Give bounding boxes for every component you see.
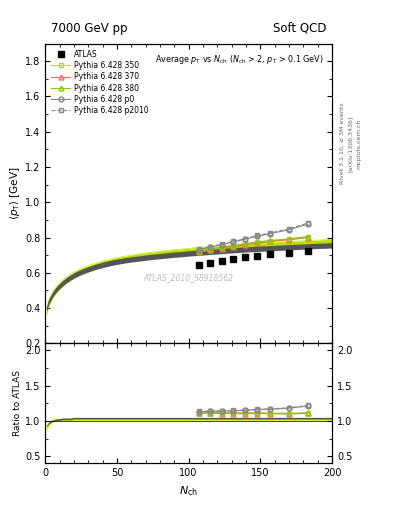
Pythia 6.428 350: [219, 245, 224, 251]
Pythia 6.428 p2010: [231, 239, 235, 245]
Pythia 6.428 370: [305, 234, 310, 241]
Pythia 6.428 350: [231, 243, 235, 249]
ATLAS: [287, 249, 292, 255]
Pythia 6.428 p0: [242, 236, 247, 242]
Pythia 6.428 p2010: [196, 246, 201, 252]
Text: Soft QCD: Soft QCD: [273, 22, 326, 34]
Pythia 6.428 350: [242, 241, 247, 247]
Pythia 6.428 p2010: [255, 232, 260, 239]
Pythia 6.428 p0: [219, 242, 224, 248]
Line: ATLAS: ATLAS: [196, 248, 311, 268]
Legend: ATLAS, Pythia 6.428 350, Pythia 6.428 370, Pythia 6.428 380, Pythia 6.428 p0, Py: ATLAS, Pythia 6.428 350, Pythia 6.428 37…: [49, 47, 151, 117]
ATLAS: [242, 254, 247, 261]
Pythia 6.428 350: [196, 249, 201, 255]
Pythia 6.428 370: [219, 245, 224, 251]
ATLAS: [208, 260, 213, 266]
Pythia 6.428 370: [287, 237, 292, 243]
Pythia 6.428 350: [255, 239, 260, 245]
Pythia 6.428 p0: [255, 233, 260, 239]
Line: Pythia 6.428 p0: Pythia 6.428 p0: [196, 222, 310, 252]
Line: Pythia 6.428 380: Pythia 6.428 380: [196, 234, 310, 254]
Text: [arXiv:1306.3436]: [arXiv:1306.3436]: [348, 115, 353, 172]
ATLAS: [219, 258, 224, 264]
Pythia 6.428 380: [255, 239, 260, 245]
Pythia 6.428 380: [208, 246, 213, 252]
Pythia 6.428 370: [208, 247, 213, 253]
X-axis label: $N_\mathrm{ch}$: $N_\mathrm{ch}$: [179, 484, 198, 498]
Line: Pythia 6.428 350: Pythia 6.428 350: [196, 235, 310, 254]
Text: ATLAS_2010_S8918562: ATLAS_2010_S8918562: [143, 273, 234, 282]
Text: Average $p_\mathrm{T}$ vs $N_\mathrm{ch}$ ($N_\mathrm{ch}$ > 2, $p_\mathrm{T}$ >: Average $p_\mathrm{T}$ vs $N_\mathrm{ch}…: [155, 53, 323, 66]
Pythia 6.428 380: [231, 242, 235, 248]
ATLAS: [268, 251, 273, 258]
Pythia 6.428 p2010: [305, 220, 310, 226]
Pythia 6.428 p0: [287, 226, 292, 232]
Pythia 6.428 p2010: [219, 241, 224, 247]
Pythia 6.428 380: [268, 238, 273, 244]
ATLAS: [255, 253, 260, 259]
Pythia 6.428 p2010: [242, 236, 247, 242]
Pythia 6.428 350: [305, 234, 310, 240]
Pythia 6.428 p0: [305, 221, 310, 227]
ATLAS: [305, 248, 310, 254]
Pythia 6.428 p2010: [208, 244, 213, 250]
Pythia 6.428 370: [268, 239, 273, 245]
Pythia 6.428 p2010: [287, 226, 292, 232]
Text: 7000 GeV pp: 7000 GeV pp: [51, 22, 127, 34]
Y-axis label: $\langle p_\mathrm{T}\rangle$ [GeV]: $\langle p_\mathrm{T}\rangle$ [GeV]: [8, 167, 22, 220]
Pythia 6.428 380: [219, 244, 224, 250]
Pythia 6.428 p0: [208, 244, 213, 250]
Pythia 6.428 370: [196, 249, 201, 255]
Pythia 6.428 380: [242, 241, 247, 247]
Pythia 6.428 370: [255, 240, 260, 246]
Line: Pythia 6.428 p2010: Pythia 6.428 p2010: [196, 221, 310, 252]
Pythia 6.428 370: [242, 242, 247, 248]
Text: mcplots.cern.ch: mcplots.cern.ch: [356, 118, 361, 168]
Pythia 6.428 p2010: [268, 230, 273, 236]
ATLAS: [231, 256, 235, 262]
Pythia 6.428 380: [196, 248, 201, 254]
Y-axis label: Ratio to ATLAS: Ratio to ATLAS: [13, 370, 22, 436]
Line: Pythia 6.428 370: Pythia 6.428 370: [196, 235, 310, 254]
Pythia 6.428 380: [287, 236, 292, 242]
Pythia 6.428 350: [287, 236, 292, 242]
Pythia 6.428 p0: [268, 230, 273, 237]
Pythia 6.428 p0: [196, 247, 201, 253]
ATLAS: [196, 262, 201, 268]
Pythia 6.428 380: [305, 233, 310, 240]
Pythia 6.428 350: [208, 247, 213, 253]
Pythia 6.428 350: [268, 238, 273, 244]
Pythia 6.428 370: [231, 244, 235, 250]
Pythia 6.428 p0: [231, 239, 235, 245]
Text: Rivet 3.1.10, ≥ 3M events: Rivet 3.1.10, ≥ 3M events: [340, 102, 345, 184]
